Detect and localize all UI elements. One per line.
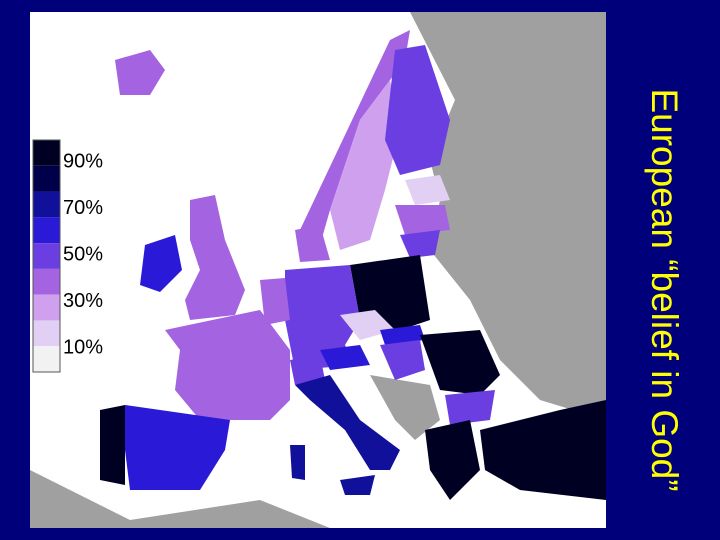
estonia: [405, 175, 450, 205]
legend-label: 30%: [63, 290, 103, 312]
legend-swatch: [33, 165, 60, 192]
france: [165, 310, 290, 420]
austria: [320, 345, 370, 370]
legend: 90% 70% 50% 30% 10%: [32, 139, 103, 373]
legend-swatch: [33, 217, 60, 244]
benelux: [260, 278, 290, 325]
legend-swatch: [33, 243, 60, 269]
russia: [410, 12, 606, 420]
sardinia: [290, 445, 305, 480]
finland: [385, 45, 450, 175]
legend-label: 10%: [63, 336, 103, 358]
sweden: [330, 80, 400, 250]
legend-label: 70%: [63, 197, 103, 219]
lithuania: [400, 230, 440, 258]
north-africa: [30, 470, 330, 528]
legend-frame: [32, 139, 61, 373]
uk: [185, 195, 245, 320]
title: European “belief in God”: [644, 88, 685, 491]
latvia: [395, 205, 450, 235]
italy: [295, 375, 400, 470]
legend-swatch: [33, 320, 60, 347]
legend-swatch: [33, 191, 60, 218]
denmark: [295, 225, 330, 262]
ireland: [140, 235, 182, 292]
legend-swatch: [33, 140, 60, 166]
hungary: [380, 340, 425, 380]
legend-label: 90%: [63, 150, 103, 172]
legend-swatch: [33, 346, 60, 372]
norway: [300, 30, 410, 245]
balkans: [370, 375, 440, 440]
germany: [285, 265, 360, 370]
iceland: [115, 50, 165, 95]
spain: [125, 405, 230, 490]
legend-swatch: [33, 294, 60, 321]
switzerland: [290, 355, 325, 385]
map: [30, 12, 606, 528]
slovakia: [380, 325, 425, 345]
portugal: [100, 405, 125, 485]
bulgaria: [445, 390, 495, 425]
greece: [425, 420, 480, 500]
legend-swatch: [33, 268, 60, 295]
romania: [420, 330, 500, 395]
sicily: [340, 475, 375, 495]
turkey: [480, 400, 606, 500]
legend-label: 50%: [63, 243, 103, 265]
